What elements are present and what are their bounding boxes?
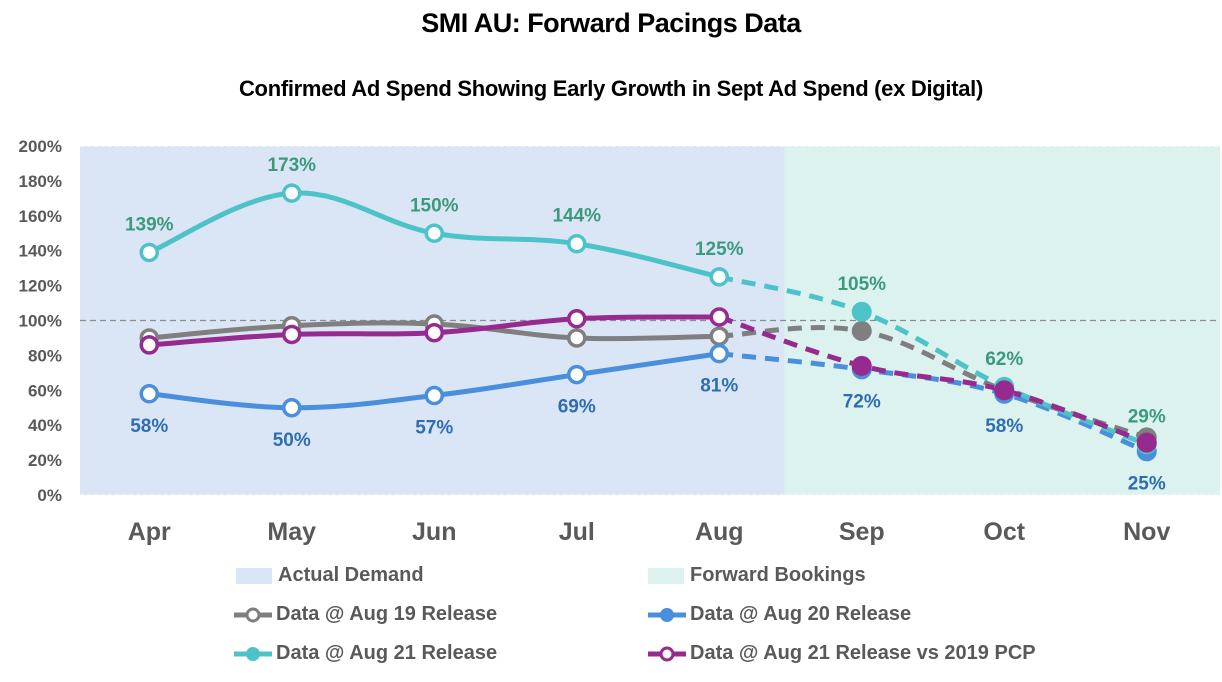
data-point-marker xyxy=(994,380,1015,401)
legend-item-aug21: Data @ Aug 21 Release xyxy=(232,642,497,665)
data-point-marker xyxy=(709,267,729,287)
data-point-marker xyxy=(567,309,587,329)
x-tick-label: Jul xyxy=(559,518,595,546)
legend-label: Forward Bookings xyxy=(690,564,866,586)
y-tick-label: 60% xyxy=(28,381,62,400)
data-label: 58% xyxy=(130,416,168,437)
data-label: 72% xyxy=(843,391,881,412)
data-point-marker xyxy=(709,307,729,327)
data-label: 62% xyxy=(985,349,1023,370)
y-tick-label: 0% xyxy=(37,486,62,505)
y-tick-label: 180% xyxy=(19,172,62,191)
legend-label: Data @ Aug 20 Release xyxy=(690,603,912,625)
data-label: 58% xyxy=(985,416,1023,437)
y-tick-label: 140% xyxy=(19,242,62,261)
data-point-marker xyxy=(709,326,729,346)
data-label: 50% xyxy=(273,430,311,451)
chart-subtitle: Confirmed Ad Spend Showing Early Growth … xyxy=(238,76,984,101)
data-point-marker xyxy=(282,324,302,345)
x-tick-label: Sep xyxy=(839,518,885,546)
data-point-marker xyxy=(424,322,444,343)
legend-label: Data @ Aug 21 Release vs 2019 PCP xyxy=(690,642,1036,664)
data-label: 25% xyxy=(1128,473,1166,494)
data-point-marker xyxy=(851,301,872,322)
y-tick-label: 200% xyxy=(19,137,62,156)
data-point-marker xyxy=(709,343,729,364)
data-point-marker xyxy=(424,223,444,243)
legend-item-actual-demand: Actual Demand xyxy=(236,564,424,587)
data-label: 139% xyxy=(125,214,174,235)
data-label: 144% xyxy=(552,206,601,227)
data-point-marker xyxy=(1136,432,1157,453)
legend-label: Data @ Aug 21 Release xyxy=(276,642,498,664)
data-point-marker xyxy=(851,355,872,376)
series-line-forward xyxy=(719,325,1148,440)
data-point-marker xyxy=(139,335,159,355)
data-point-marker xyxy=(282,398,302,418)
legend-item-forward-bookings: Forward Bookings xyxy=(648,564,866,587)
data-point-marker xyxy=(424,385,444,406)
legend-item-aug21-pcp: Data @ Aug 21 Release vs 2019 PCP xyxy=(646,642,1036,665)
x-tick-label: Jun xyxy=(412,518,456,546)
data-label: 125% xyxy=(695,239,744,260)
series-line-forward xyxy=(718,314,1148,445)
data-point-marker xyxy=(139,242,159,263)
filled-marker-line-icon xyxy=(648,607,686,622)
data-label: 69% xyxy=(558,397,596,418)
y-tick-label: 120% xyxy=(19,277,62,296)
data-point-marker xyxy=(567,328,587,348)
data-label: 173% xyxy=(267,155,316,176)
legend-item-aug19: Data @ Aug 19 Release xyxy=(232,603,497,626)
forward-bookings-swatch xyxy=(648,567,684,584)
x-tick-label: Aug xyxy=(695,518,744,546)
actual-demand-swatch xyxy=(236,567,272,584)
data-label: 105% xyxy=(837,274,886,295)
hollow-marker-line-icon xyxy=(648,646,686,661)
legend-item-aug20: Data @ Aug 20 Release xyxy=(646,603,911,626)
series-line-forward xyxy=(718,351,1148,454)
data-point-marker xyxy=(567,364,587,385)
x-tick-label: Oct xyxy=(983,518,1025,546)
data-point-marker xyxy=(139,384,159,404)
y-tick-label: 100% xyxy=(19,312,62,331)
x-tick-label: Nov xyxy=(1123,518,1170,546)
data-label: 81% xyxy=(700,376,738,397)
data-label: 57% xyxy=(415,418,453,439)
chart-title: SMI AU: Forward Pacings Data xyxy=(421,8,801,38)
legend-label: Actual Demand xyxy=(278,564,424,586)
y-tick-label: 80% xyxy=(28,346,62,365)
data-point-marker xyxy=(282,183,302,203)
x-tick-label: Apr xyxy=(128,518,171,546)
y-tick-label: 20% xyxy=(28,451,62,470)
hollow-marker-line-icon xyxy=(234,607,272,622)
legend-label: Data @ Aug 19 Release xyxy=(276,603,498,625)
y-tick-label: 160% xyxy=(19,207,62,226)
data-label: 150% xyxy=(410,195,459,216)
data-point-marker xyxy=(567,233,587,254)
y-tick-label: 40% xyxy=(28,416,62,435)
filled-marker-line-icon xyxy=(234,646,272,661)
data-label: 29% xyxy=(1128,406,1166,427)
x-tick-label: May xyxy=(267,518,316,546)
data-point-marker xyxy=(851,320,872,341)
